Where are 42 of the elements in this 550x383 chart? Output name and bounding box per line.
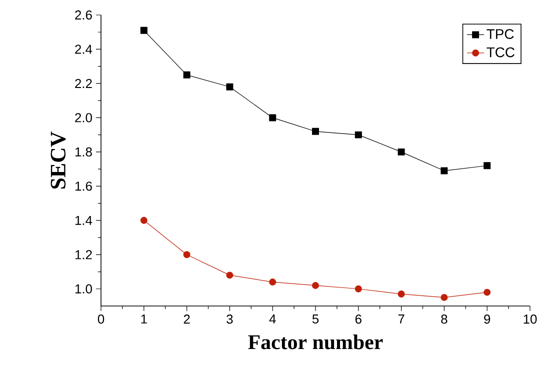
x-tick-label: 9	[484, 314, 490, 324]
x-tick-label: 7	[398, 314, 404, 324]
x-tick-label: 10	[524, 314, 537, 324]
point	[140, 216, 148, 224]
point	[312, 128, 319, 135]
y-tick-label: 1.2	[75, 250, 92, 260]
point	[354, 285, 362, 292]
y-tick-label: 2.4	[75, 44, 92, 54]
point	[398, 290, 405, 298]
x-tick-label: 5	[312, 314, 319, 324]
point	[183, 251, 190, 258]
point	[440, 294, 448, 301]
point	[140, 26, 148, 34]
x-tick-label: 0	[98, 314, 104, 324]
point	[484, 288, 491, 296]
x-axis-title: Factor number	[248, 334, 383, 350]
point	[226, 272, 234, 279]
legend-label: TCC	[486, 47, 515, 58]
legend-label: TPC	[486, 29, 514, 39]
y-tick-label: 2.6	[75, 10, 92, 20]
point	[312, 282, 319, 289]
x-tick-label: 6	[355, 314, 362, 324]
x-tick-label: 4	[269, 314, 276, 324]
x-tick-label: 8	[441, 314, 448, 324]
point	[484, 162, 491, 170]
y-tick-label: 1.0	[75, 284, 92, 294]
point	[226, 83, 234, 90]
point	[269, 114, 276, 122]
y-tick-label: 2.0	[75, 113, 92, 122]
point	[269, 278, 276, 286]
y-axis-title: SECV	[50, 132, 66, 189]
x-tick-label: 1	[141, 314, 147, 324]
x-tick-label: 3	[226, 314, 233, 324]
point	[398, 148, 405, 156]
y-tick-label: 1.6	[75, 182, 92, 191]
y-tick-label: 1.8	[75, 147, 92, 157]
point	[354, 131, 362, 138]
x-tick-label: 2	[184, 314, 190, 324]
point	[183, 71, 190, 78]
y-tick-label: 1.4	[75, 216, 92, 225]
y-tick-label: 2.2	[75, 78, 92, 88]
point	[440, 167, 448, 174]
